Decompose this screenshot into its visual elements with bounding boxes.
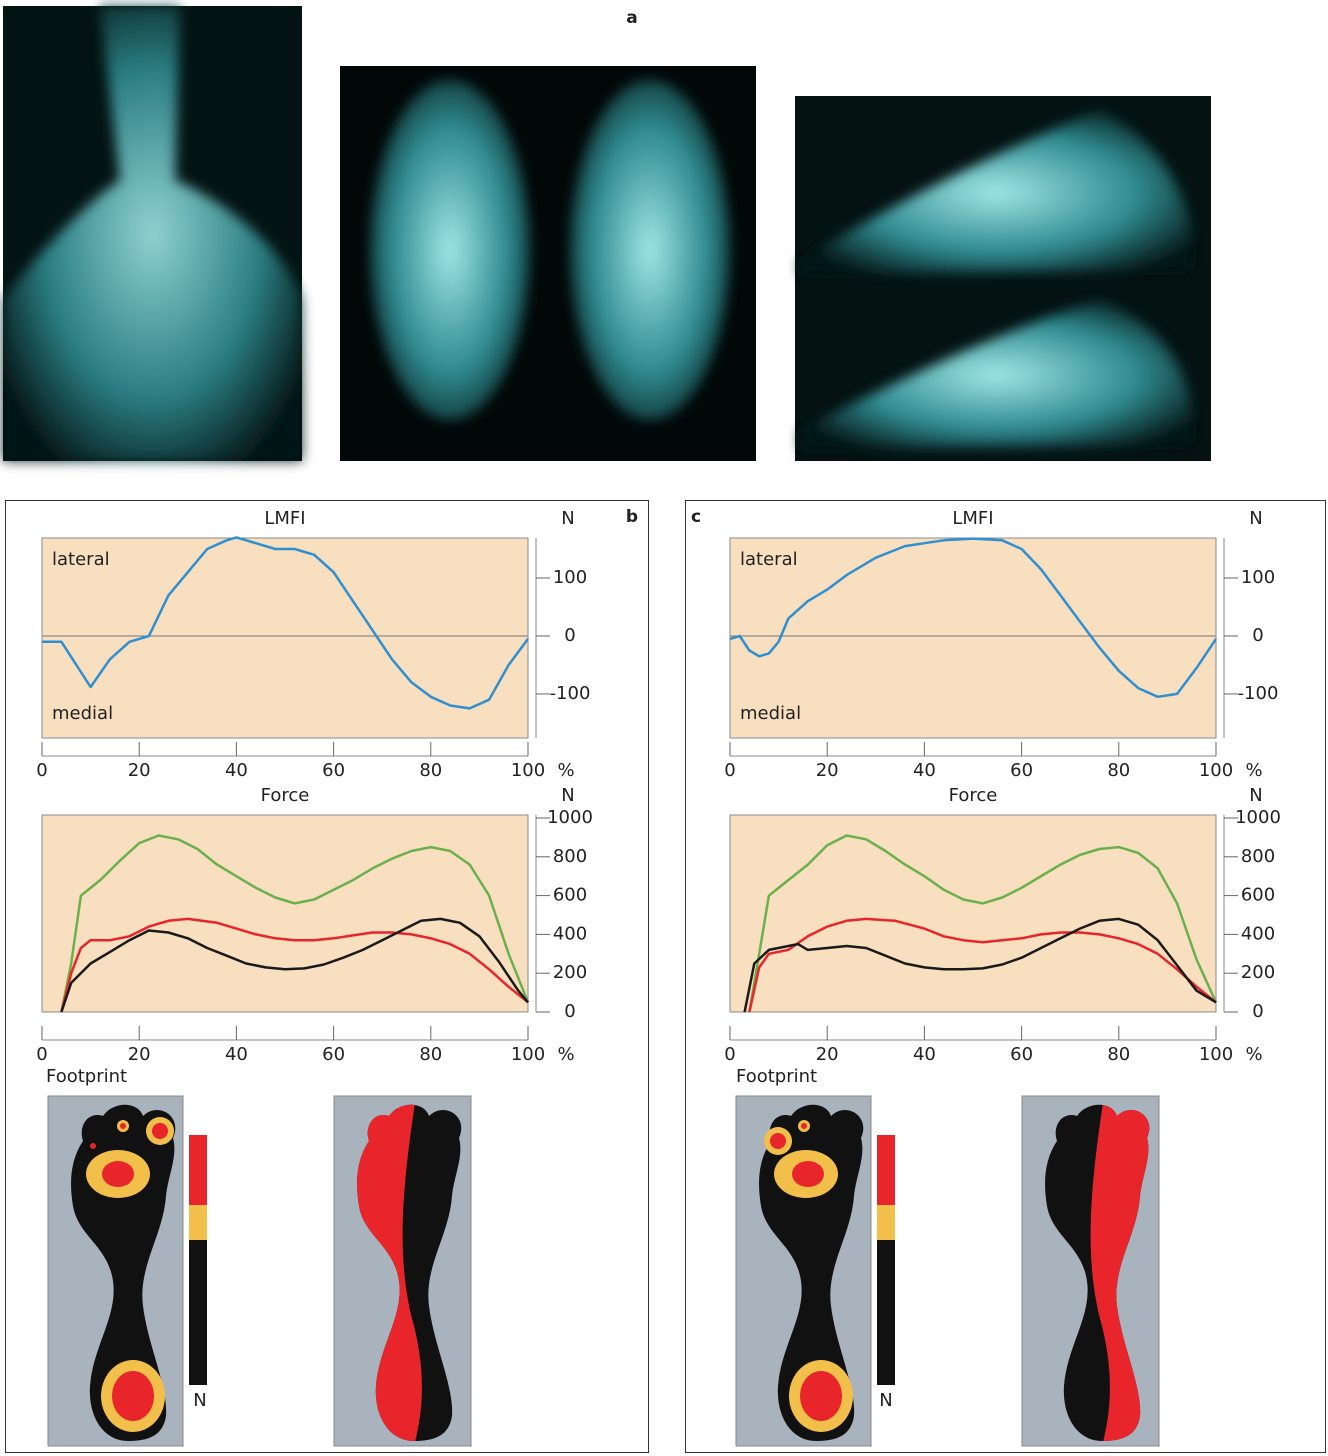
x-tick-label: 20	[816, 1044, 839, 1065]
xray-images	[3, 6, 1211, 461]
panel-label: a	[626, 8, 637, 28]
y-tick-label: 0	[1252, 1001, 1263, 1022]
x-tick-label: 20	[128, 760, 151, 781]
x-tick-label: 40	[225, 1044, 248, 1065]
x-tick-label: 100	[1199, 760, 1233, 781]
chart-title: LMFI	[264, 508, 305, 529]
x-tick-label: 0	[36, 1044, 47, 1065]
panel-label: c	[691, 507, 701, 527]
y-tick-label: 200	[1241, 962, 1275, 983]
y-unit: N	[1249, 785, 1262, 806]
x-tick-label: 100	[511, 760, 545, 781]
y-tick-label: 0	[1252, 625, 1263, 646]
page: a b c Footprint N Footprint N	[0, 0, 1328, 1456]
annotation: medial	[52, 703, 113, 724]
footprint-peak	[736, 1096, 871, 1446]
x-tick-label: 40	[913, 760, 936, 781]
x-tick-label: 80	[419, 760, 442, 781]
footprint-contact	[1022, 1096, 1159, 1446]
y-tick-label: 100	[1241, 567, 1275, 588]
footprint-contact	[334, 1096, 471, 1446]
x-tick-label: 100	[511, 1044, 545, 1065]
y-tick-label: 400	[553, 923, 587, 944]
x-tick-label: 20	[128, 1044, 151, 1065]
chart-title: Force	[949, 785, 998, 806]
y-tick-label: 200	[553, 962, 587, 983]
footprint-title: Footprint	[736, 1066, 817, 1087]
x-tick-label: 20	[816, 760, 839, 781]
y-tick-label: 600	[553, 885, 587, 906]
y-unit: N	[561, 785, 574, 806]
y-tick-label: 0	[564, 1001, 575, 1022]
y-tick-label: 800	[1241, 846, 1275, 867]
x-tick-label: 60	[1010, 1044, 1033, 1065]
chart-title: Force	[261, 785, 310, 806]
pressure-scale	[189, 1135, 207, 1385]
plot-area	[730, 538, 1216, 738]
x-unit: %	[1245, 760, 1262, 781]
scale-unit: N	[193, 1390, 206, 1411]
plot-area	[730, 815, 1216, 1012]
footprint-peak	[48, 1096, 183, 1446]
x-tick-label: 0	[724, 760, 735, 781]
y-unit: N	[1249, 508, 1262, 529]
y-tick-label: 100	[553, 567, 587, 588]
annotation: medial	[740, 703, 801, 724]
y-tick-label: 1000	[547, 807, 593, 828]
scale-unit: N	[879, 1390, 892, 1411]
panel-label: b	[626, 507, 638, 527]
x-tick-label: 80	[1107, 760, 1130, 781]
x-tick-label: 60	[322, 760, 345, 781]
y-tick-label: 600	[1241, 885, 1275, 906]
x-unit: %	[1245, 1044, 1262, 1065]
x-tick-label: 0	[724, 1044, 735, 1065]
footprint-title: Footprint	[46, 1066, 127, 1087]
plot-area	[42, 815, 528, 1012]
x-unit: %	[557, 1044, 574, 1065]
y-tick-label: 0	[564, 625, 575, 646]
x-tick-label: 80	[1107, 1044, 1130, 1065]
x-tick-label: 80	[419, 1044, 442, 1065]
x-tick-label: 40	[225, 760, 248, 781]
annotation: lateral	[52, 549, 110, 570]
figure: a b c Footprint N Footprint N	[0, 0, 1328, 1456]
pressure-scale	[877, 1135, 895, 1385]
x-tick-label: 60	[322, 1044, 345, 1065]
x-tick-label: 100	[1199, 1044, 1233, 1065]
x-unit: %	[557, 760, 574, 781]
y-tick-label: 1000	[1235, 807, 1281, 828]
y-unit: N	[561, 508, 574, 529]
y-tick-label: -100	[550, 683, 591, 704]
x-tick-label: 0	[36, 760, 47, 781]
y-tick-label: 400	[1241, 923, 1275, 944]
chart-title: LMFI	[952, 508, 993, 529]
x-tick-label: 40	[913, 1044, 936, 1065]
plot-area	[42, 538, 528, 738]
annotation: lateral	[740, 549, 798, 570]
y-tick-label: 800	[553, 846, 587, 867]
y-tick-label: -100	[1238, 683, 1279, 704]
x-tick-label: 60	[1010, 760, 1033, 781]
